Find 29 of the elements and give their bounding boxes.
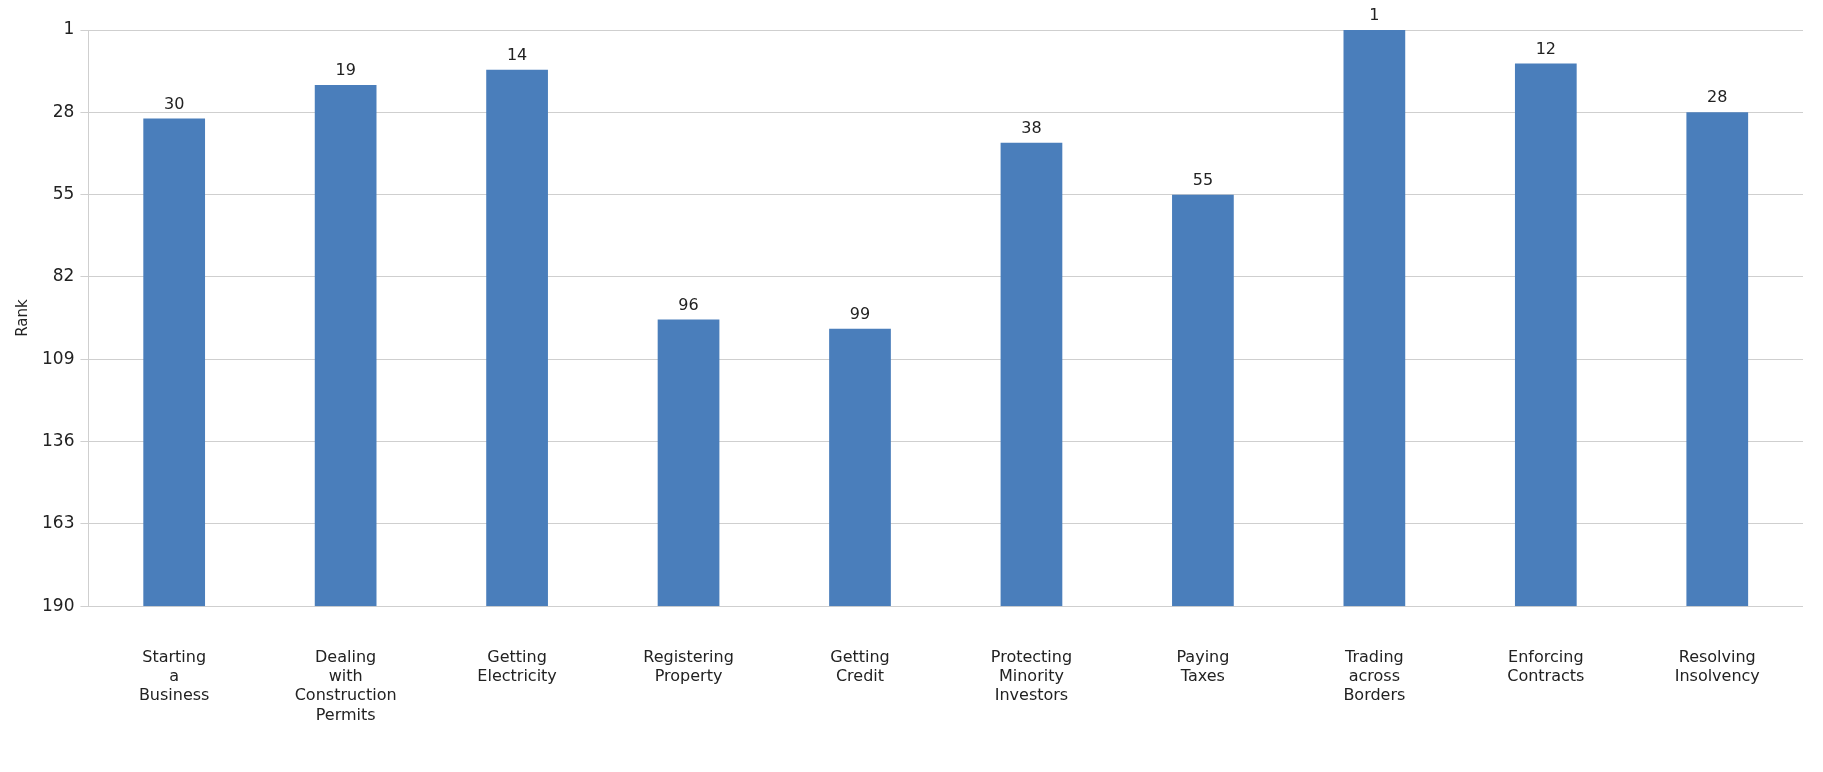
data-label: 30 [164, 93, 185, 113]
data-label: 38 [1021, 117, 1042, 137]
x-tick-label: Getting Electricity [477, 646, 557, 686]
y-tick-label: 1 [63, 18, 75, 39]
data-label: 99 [849, 303, 871, 323]
data-label: 19 [335, 60, 356, 80]
x-tick-label: Starting a Business [138, 646, 210, 705]
x-tick-label: Registering Property [643, 646, 734, 686]
y-tick-label: 28 [52, 100, 75, 121]
x-tick-label: Protecting Minority Investors [990, 646, 1073, 705]
x-tick-label: Dealing with Construction Permits [294, 646, 397, 724]
y-tick-label: 82 [52, 265, 75, 286]
y-axis-title: Rank [12, 299, 31, 337]
x-tick-label: Getting Credit [830, 646, 890, 686]
x-tick-label: Enforcing Contracts [1507, 646, 1585, 686]
y-tick-label: 163 [41, 512, 75, 533]
data-label: 1 [1369, 5, 1380, 25]
y-tick-label: 55 [52, 183, 75, 204]
x-tick-label: Resolving Insolvency [1674, 646, 1760, 686]
data-label: 55 [1192, 169, 1214, 189]
x-tick-label: Trading across Borders [1343, 646, 1406, 705]
data-label: 12 [1535, 38, 1556, 58]
data-label: 14 [506, 44, 528, 64]
x-tick-label: Paying Taxes [1176, 646, 1230, 686]
data-label: 96 [678, 294, 699, 314]
y-tick-label: 109 [41, 347, 75, 368]
y-tick-label: 136 [41, 429, 75, 450]
data-label: 28 [1707, 87, 1728, 107]
y-tick-label: 190 [41, 594, 75, 615]
